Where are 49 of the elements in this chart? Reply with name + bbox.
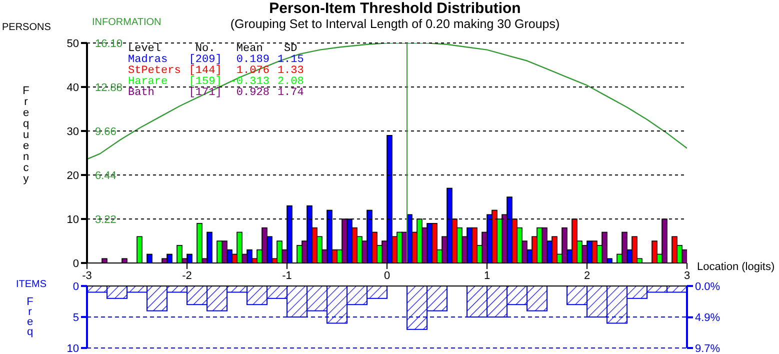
text: StPeters — [127, 65, 182, 77]
y2-tick-label: 0.0% — [695, 280, 720, 293]
y-axis-title: Freq — [24, 296, 36, 336]
annotation: [144] — [188, 65, 223, 77]
annotation: Mean — [235, 43, 263, 55]
x-tick-label: -1 — [282, 270, 292, 282]
y2-tick-label: 16.10 — [95, 38, 123, 50]
y-tick-label: 20 — [66, 170, 79, 182]
annotation: 1.33 — [276, 65, 305, 77]
y2-tick-label: 9.66 — [95, 126, 116, 138]
annotation: 0.928 — [235, 87, 270, 99]
annotation: 2.08 — [276, 76, 305, 88]
annotation: [159] — [188, 76, 223, 88]
text: Bath — [127, 87, 156, 99]
annotation: [209] — [188, 54, 223, 66]
text: PERSONS — [2, 22, 51, 33]
text: Harare — [127, 76, 169, 88]
text: ITEMS — [16, 279, 47, 290]
x-tick-label: -2 — [182, 270, 192, 282]
y-tick-label: 0 — [72, 280, 79, 293]
annotation: 0.189 — [235, 54, 270, 66]
y2-tick-label: 9.7% — [695, 342, 720, 354]
annotation: -0.313 — [228, 76, 270, 88]
y-tick-label: 50 — [66, 38, 79, 50]
y2-tick-label: 4.9% — [695, 312, 720, 324]
y-tick-label: 40 — [66, 82, 79, 94]
x-tick-label: 3 — [684, 270, 690, 282]
y2-axis-title: INFORMATION — [92, 17, 162, 28]
x-tick-label: 2 — [584, 270, 590, 282]
y2-tick-label: 12.88 — [95, 82, 123, 94]
annotation: Level — [127, 43, 162, 55]
y-tick-label: 30 — [66, 126, 79, 138]
x-axis-title: Location (logits) — [697, 261, 775, 273]
chart-subtitle: (Grouping Set to Interval Length of 0.20 making 30 Groups) — [229, 17, 561, 31]
x-tick-label: -3 — [82, 270, 92, 282]
y2-tick-label: 3.22 — [95, 214, 116, 226]
text: Madras — [127, 54, 168, 66]
y-axis-title: Frequency — [20, 85, 32, 184]
y2-tick-label: 6.44 — [95, 170, 116, 182]
y-tick-label: 10 — [66, 214, 79, 226]
y-tick-label: 10 — [66, 342, 79, 354]
y-tick-label: 5 — [72, 312, 79, 324]
annotation: No. — [195, 43, 216, 55]
annotation: SD — [284, 43, 298, 55]
annotation: 1.74 — [276, 87, 305, 99]
x-tick-label: 1 — [484, 270, 490, 282]
y-tick-label: 0 — [72, 258, 79, 270]
chart-title: Person-Item Threshold Distribution — [268, 0, 522, 17]
x-tick-label: 0 — [384, 270, 390, 282]
